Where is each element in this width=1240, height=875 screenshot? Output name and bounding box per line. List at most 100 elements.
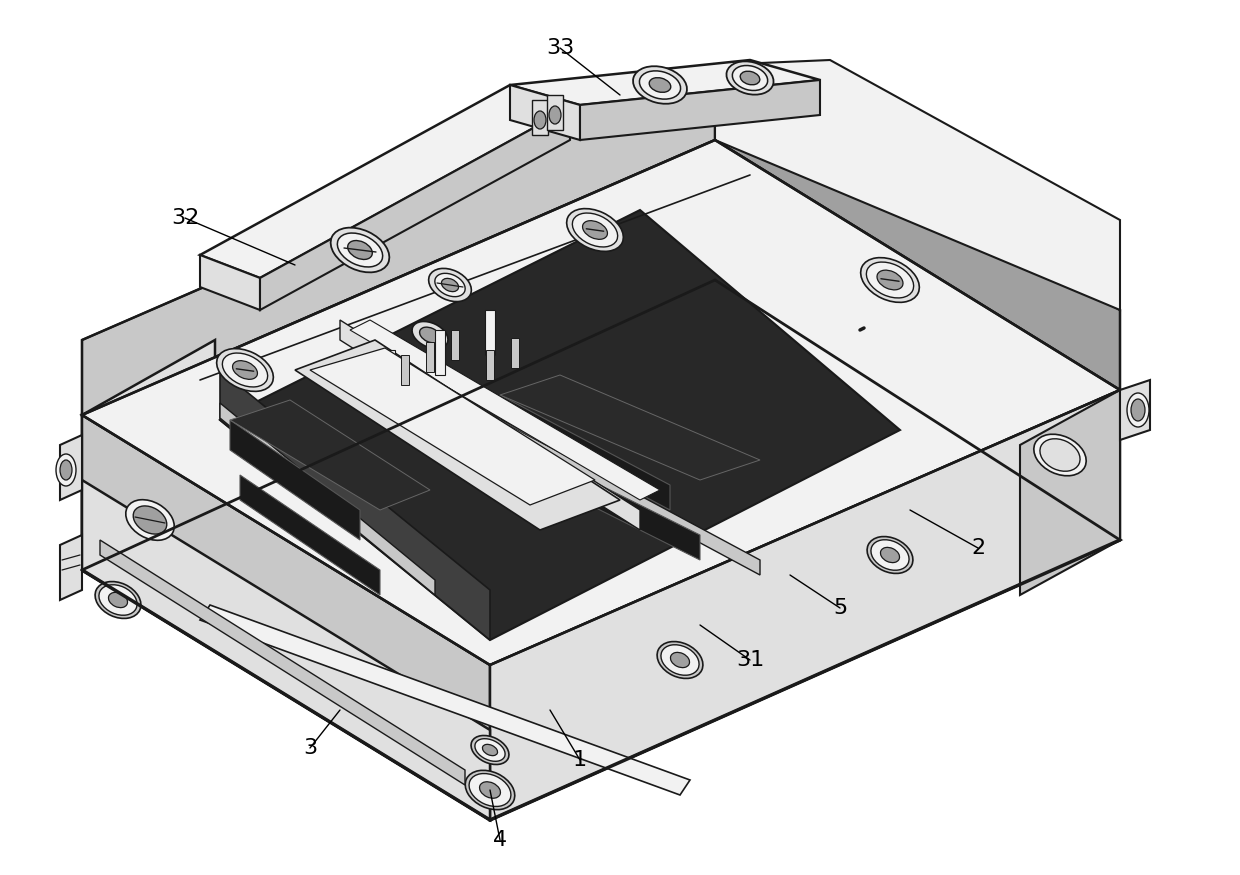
Polygon shape [1120,380,1149,440]
Ellipse shape [125,500,175,540]
Polygon shape [580,80,820,140]
Ellipse shape [877,270,903,290]
Polygon shape [82,340,215,570]
Ellipse shape [567,208,624,251]
Ellipse shape [471,736,508,765]
Polygon shape [200,85,570,278]
Ellipse shape [867,262,914,298]
Polygon shape [500,395,670,510]
Text: 3: 3 [303,738,317,758]
Ellipse shape [1131,399,1145,421]
Ellipse shape [1040,438,1080,472]
Polygon shape [384,350,396,395]
Ellipse shape [233,360,258,380]
Polygon shape [241,475,379,595]
Polygon shape [60,435,82,500]
Polygon shape [60,535,82,600]
Polygon shape [511,338,520,368]
Polygon shape [229,420,360,540]
Polygon shape [485,310,495,355]
Polygon shape [100,540,465,785]
Polygon shape [1021,390,1120,595]
Polygon shape [82,280,1120,820]
Polygon shape [260,108,570,310]
Polygon shape [486,350,494,380]
Polygon shape [715,60,1120,310]
Ellipse shape [573,213,618,247]
Polygon shape [715,65,1120,390]
Text: 2: 2 [971,538,985,558]
Polygon shape [435,330,445,375]
Ellipse shape [650,78,671,93]
Ellipse shape [435,273,465,297]
Ellipse shape [60,460,72,480]
Polygon shape [200,255,260,310]
Ellipse shape [441,278,459,291]
Ellipse shape [634,66,687,104]
Polygon shape [82,480,490,820]
Ellipse shape [534,111,546,129]
Polygon shape [510,85,580,140]
Polygon shape [532,100,548,135]
Ellipse shape [412,321,448,348]
Text: 31: 31 [735,650,764,670]
Ellipse shape [337,233,383,267]
Polygon shape [82,65,715,415]
Ellipse shape [657,641,703,678]
Polygon shape [82,140,1120,665]
Ellipse shape [671,653,689,668]
Ellipse shape [108,592,128,607]
Ellipse shape [661,645,699,676]
Polygon shape [200,605,689,795]
Ellipse shape [347,241,372,260]
Polygon shape [295,340,620,530]
Ellipse shape [99,584,138,615]
Text: 1: 1 [573,750,587,770]
Ellipse shape [1127,393,1149,427]
Ellipse shape [95,582,141,619]
Polygon shape [427,342,434,372]
Polygon shape [310,348,595,505]
Polygon shape [219,403,435,595]
Ellipse shape [465,770,515,809]
Text: 32: 32 [171,208,200,228]
Ellipse shape [133,506,167,534]
Ellipse shape [222,353,268,387]
Ellipse shape [429,269,471,302]
Text: 33: 33 [546,38,574,58]
Polygon shape [451,330,459,360]
Ellipse shape [861,257,919,303]
Polygon shape [219,210,900,640]
Ellipse shape [740,71,760,85]
Ellipse shape [583,220,608,240]
Ellipse shape [482,745,497,756]
Ellipse shape [880,548,899,563]
Polygon shape [401,355,409,385]
Polygon shape [490,390,1120,820]
Polygon shape [510,60,820,105]
Ellipse shape [867,536,913,573]
Polygon shape [510,440,701,560]
Polygon shape [219,370,490,640]
Ellipse shape [419,327,440,343]
Polygon shape [82,415,490,820]
Polygon shape [350,320,660,500]
Ellipse shape [217,348,273,391]
Polygon shape [229,400,430,510]
Ellipse shape [331,228,389,272]
Ellipse shape [733,66,768,90]
Ellipse shape [870,540,909,570]
Text: 4: 4 [494,830,507,850]
Ellipse shape [469,774,511,807]
Ellipse shape [727,61,774,94]
Ellipse shape [549,106,560,124]
Ellipse shape [640,71,681,99]
Polygon shape [490,415,760,575]
Polygon shape [340,320,640,530]
Polygon shape [547,95,563,130]
Ellipse shape [56,454,76,486]
Ellipse shape [475,738,505,761]
Text: 5: 5 [833,598,847,618]
Ellipse shape [480,781,501,798]
Polygon shape [500,375,760,480]
